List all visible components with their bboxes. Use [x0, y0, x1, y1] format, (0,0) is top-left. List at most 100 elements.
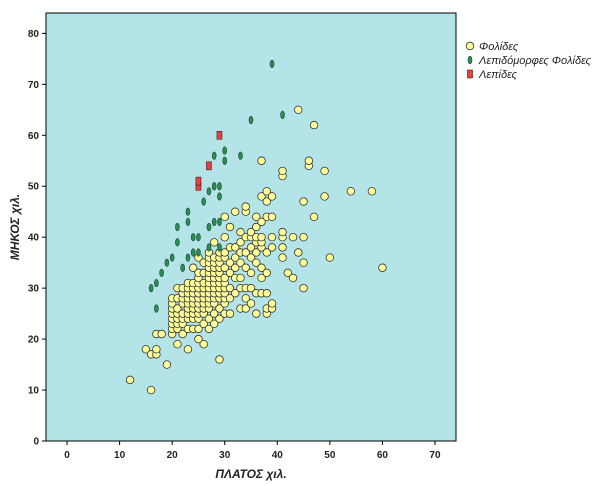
data-point [206, 243, 212, 252]
data-point [325, 253, 335, 262]
data-point [267, 192, 277, 201]
data-point [252, 222, 261, 232]
legend-label: Φολίδες [479, 41, 519, 53]
data-point [169, 253, 175, 262]
data-point [180, 263, 185, 272]
y-axis-ticks: 0 10 20 30 40 50 60 70 80 [28, 29, 46, 448]
data-point [252, 212, 261, 222]
data-point [309, 212, 319, 222]
data-point [194, 334, 203, 344]
data-point [222, 146, 228, 155]
data-point [320, 192, 329, 201]
data-point [204, 324, 214, 334]
data-point [257, 273, 266, 283]
legend-marker [467, 69, 473, 79]
data-point [236, 227, 245, 237]
data-point [248, 115, 254, 125]
data-point [267, 299, 277, 308]
data-point [280, 110, 285, 120]
data-point [257, 156, 266, 165]
series-0 [125, 105, 387, 395]
data-point [215, 355, 224, 364]
data-point [231, 289, 240, 298]
data-point [210, 309, 219, 318]
data-point [148, 284, 154, 293]
data-points [125, 59, 387, 395]
data-point [220, 212, 229, 222]
data-point [252, 309, 261, 318]
data-point [278, 253, 287, 262]
data-point [304, 156, 314, 165]
y-tick-label: 40 [28, 233, 40, 244]
data-point [215, 304, 224, 313]
data-point [185, 207, 191, 216]
x-tick-label: 40 [272, 450, 284, 461]
x-tick-label: 70 [429, 450, 441, 461]
series-1 [148, 59, 285, 313]
x-tick-label: 0 [64, 450, 70, 461]
data-point [241, 304, 250, 313]
data-point [211, 182, 217, 191]
data-point [225, 222, 235, 232]
data-point [201, 197, 206, 206]
data-point [178, 329, 187, 339]
x-tick-label: 30 [219, 450, 231, 461]
data-point [288, 273, 298, 283]
data-point [225, 268, 235, 278]
x-axis-title: ΠΛΑΤΟΣ χιλ. [215, 467, 286, 481]
data-point [278, 166, 287, 176]
data-point [173, 304, 182, 313]
data-point [215, 314, 224, 323]
data-point [267, 232, 277, 242]
data-point [367, 187, 377, 196]
data-point [241, 263, 250, 272]
data-point [204, 314, 214, 323]
legend-marker [465, 41, 475, 51]
data-point [183, 345, 193, 354]
y-tick-label: 0 [33, 437, 39, 448]
data-point [378, 263, 387, 272]
data-point [196, 248, 201, 257]
data-point [262, 289, 271, 298]
x-tick-label: 10 [114, 450, 126, 461]
data-point [269, 59, 275, 69]
legend-marker [467, 55, 473, 65]
data-point [299, 197, 308, 206]
data-point [185, 253, 191, 262]
series-2 [195, 130, 223, 191]
data-point [190, 248, 196, 257]
data-point [231, 207, 240, 216]
data-point [199, 339, 208, 349]
data-point [262, 248, 271, 257]
data-point [217, 217, 222, 227]
data-point [211, 217, 217, 227]
y-tick-label: 30 [28, 284, 40, 295]
data-point [294, 105, 303, 115]
data-point [246, 253, 256, 262]
data-point [164, 258, 170, 267]
data-point [210, 319, 219, 329]
data-point [157, 329, 166, 339]
data-point [231, 243, 240, 252]
data-point [320, 166, 329, 176]
legend-label: Λεπίδες [478, 69, 518, 81]
data-point [222, 156, 228, 165]
plot-area [45, 12, 457, 442]
data-point [246, 299, 256, 308]
data-point [206, 187, 212, 196]
data-point [195, 176, 202, 186]
data-point [238, 151, 243, 160]
data-point [231, 263, 240, 272]
data-point [231, 253, 240, 262]
data-point [252, 248, 261, 257]
y-tick-label: 70 [28, 80, 40, 91]
y-tick-label: 20 [28, 335, 40, 346]
data-point [173, 339, 182, 349]
data-point [236, 238, 245, 247]
data-point [257, 192, 266, 201]
data-point [346, 187, 356, 196]
data-point [154, 278, 159, 288]
data-point [283, 268, 292, 278]
data-point [217, 243, 222, 252]
